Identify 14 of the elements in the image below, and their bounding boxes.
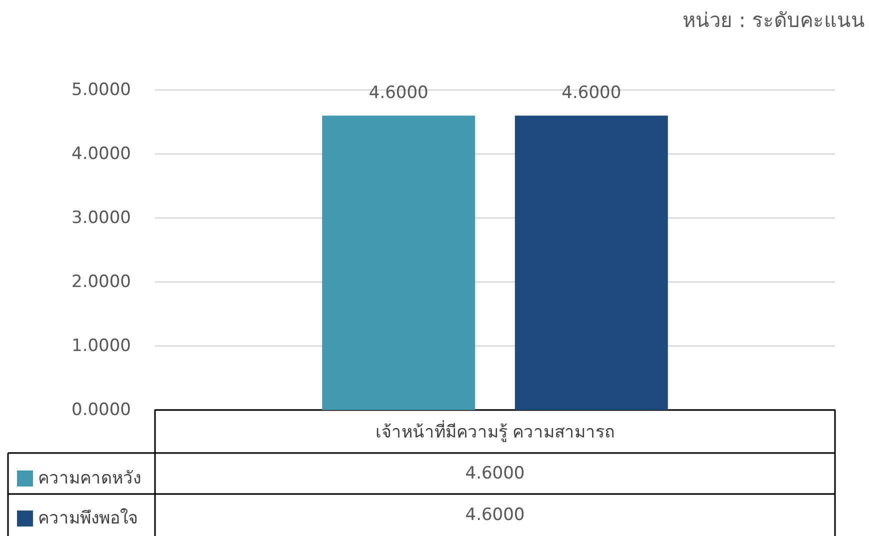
text: 4.6000 (465, 505, 525, 525)
text: 4.6000 (465, 464, 525, 484)
data-label: 4.6000 (562, 83, 622, 104)
y-tick-label: 1.0000 (72, 336, 131, 356)
x-tick-label: เจ้าหน้าที่มีความรู้ ความสามารถ (375, 420, 615, 442)
text: หน่วย : ระดับคะแนน (682, 8, 865, 32)
y-tick-label: 4.0000 (72, 144, 131, 164)
y-tick-label: 3.0000 (72, 208, 131, 228)
legend-label: ความคาดหวัง (38, 468, 141, 488)
y-tick-label: 5.0000 (72, 80, 131, 100)
data-label: 4.6000 (368, 83, 428, 104)
legend-label: ความพึงพอใจ (38, 508, 138, 528)
y-tick-label: 2.0000 (72, 272, 131, 292)
y-tick-label: 0.0000 (72, 400, 131, 420)
